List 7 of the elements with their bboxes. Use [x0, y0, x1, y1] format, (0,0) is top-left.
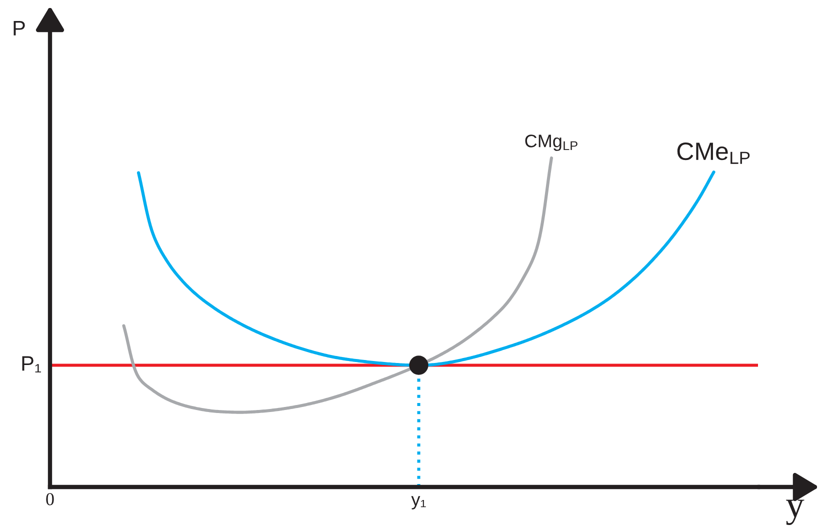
text: P	[14, 21, 25, 36]
x-axis-title: y	[786, 500, 804, 526]
x-tick-label: 0	[46, 493, 54, 506]
series-label: CMg$_{LP}$	[525, 134, 578, 151]
x-tick-label: y₁	[411, 496, 426, 510]
series-label: CMe$_{LP}$	[677, 142, 750, 164]
ref-line-label: P₁	[22, 356, 41, 372]
